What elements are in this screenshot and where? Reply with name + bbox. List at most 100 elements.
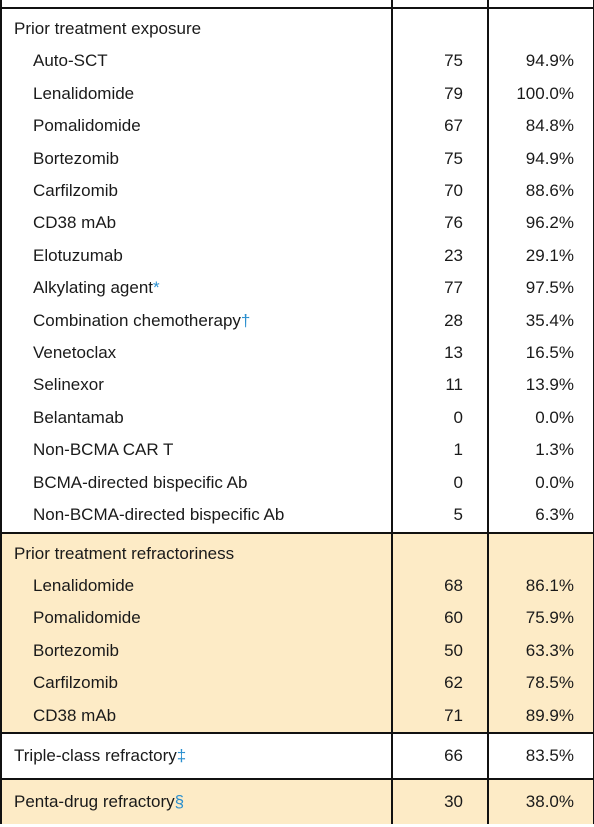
count-cell-text: 68 <box>444 575 463 595</box>
count-cell-text: 13 <box>444 343 463 363</box>
count-cell: 76 <box>391 207 489 240</box>
percent-cell-text: 89.9% <box>525 705 574 725</box>
table-row: Alkylating agent* 77 97.5% <box>0 272 594 305</box>
count-cell: 75 <box>391 142 489 176</box>
table-row: Non-BCMA CAR T 1 1.3% <box>0 434 594 467</box>
percent-cell-text: 83.5% <box>525 745 574 765</box>
count-cell: 75 <box>391 45 489 78</box>
table-row: Pomalidomide 60 75.9% <box>0 602 594 635</box>
row-label: Non-BCMA CAR T <box>0 434 393 467</box>
row-label-text: BCMA-directed bispecific Ab <box>33 472 248 492</box>
row-label-text: Penta-drug refractory <box>14 791 175 811</box>
empty-cell <box>391 531 489 570</box>
table-row: Penta-drug refractory§ 30 38.0% <box>0 777 594 824</box>
percent-cell: 29.1% <box>487 239 594 273</box>
row-label-text: Lenalidomide <box>33 83 135 103</box>
percent-cell-text: 97.5% <box>525 278 574 298</box>
count-cell-text: 5 <box>453 505 463 525</box>
count-cell-text: 66 <box>444 745 463 765</box>
percent-cell: 78.5% <box>487 667 594 700</box>
percent-cell: 35.4% <box>487 304 594 338</box>
row-label-text: Triple-class refractory <box>14 745 177 765</box>
row-label: Triple-class refractory‡ <box>0 731 393 780</box>
count-cell-text: 30 <box>444 791 463 811</box>
row-label-text: Non-BCMA-directed bispecific Ab <box>33 505 285 525</box>
table-row: Selinexor 11 13.9% <box>0 369 594 402</box>
percent-cell-text: 0.0% <box>535 472 574 492</box>
count-cell: 71 <box>391 699 489 734</box>
count-cell: 66 <box>391 731 489 780</box>
count-cell: 70 <box>391 175 489 208</box>
count-cell-text: 75 <box>444 51 463 71</box>
count-cell-text: 60 <box>444 608 463 628</box>
percent-cell: 13.9% <box>487 369 594 402</box>
percent-cell: 0.0% <box>487 401 594 435</box>
percent-cell-text: 88.6% <box>525 181 574 201</box>
percent-cell-text: 13.9% <box>525 375 574 395</box>
percent-cell-text: 100.0% <box>516 83 574 103</box>
count-cell-text: 67 <box>444 116 463 136</box>
row-label: Alkylating agent* <box>0 272 393 305</box>
count-cell: 0 <box>391 401 489 435</box>
percent-cell-text: 84.8% <box>525 116 574 136</box>
count-cell: 62 <box>391 667 489 700</box>
row-label-text: Pomalidomide <box>33 116 141 136</box>
count-cell-text: 75 <box>444 148 463 168</box>
row-label: Elotuzumab <box>0 239 393 273</box>
percent-cell: 6.3% <box>487 499 594 534</box>
percent-cell-text: 75.9% <box>525 608 574 628</box>
row-label: Auto-SCT <box>0 45 393 78</box>
percent-cell-text: 29.1% <box>525 245 574 265</box>
percent-cell: 88.6% <box>487 175 594 208</box>
table-row: Combination chemotherapy† 28 35.4% <box>0 304 594 338</box>
row-label: Penta-drug refractory§ <box>0 777 393 824</box>
count-cell: 79 <box>391 77 489 111</box>
count-cell-text: 1 <box>453 440 463 460</box>
row-label: Selinexor <box>0 369 393 402</box>
row-label: Pomalidomide <box>0 110 393 143</box>
count-cell: 0 <box>391 466 489 500</box>
row-label: Pomalidomide <box>0 602 393 635</box>
row-label-text: Combination chemotherapy <box>33 310 241 330</box>
percent-cell-text: 35.4% <box>525 310 574 330</box>
table-row: Bortezomib 75 94.9% <box>0 142 594 176</box>
table-row: Elotuzumab 23 29.1% <box>0 239 594 273</box>
percent-cell: 86.1% <box>487 569 594 603</box>
row-label-text: CD38 mAb <box>33 705 117 725</box>
percent-cell: 100.0% <box>487 77 594 111</box>
section-title-text: Prior treatment refractoriness <box>14 543 235 563</box>
count-cell: 11 <box>391 369 489 402</box>
count-cell-text: 23 <box>444 245 463 265</box>
row-label-text: Carfilzomib <box>33 673 119 693</box>
percent-cell: 75.9% <box>487 602 594 635</box>
percent-cell-text: 78.5% <box>525 673 574 693</box>
percent-cell: 1.3% <box>487 434 594 467</box>
empty-cell <box>487 6 594 46</box>
count-cell-text: 11 <box>445 375 463 395</box>
row-label-text: Venetoclax <box>33 343 117 363</box>
footnote-mark: ‡ <box>176 745 187 765</box>
row-label-text: Non-BCMA CAR T <box>33 440 174 460</box>
count-cell-text: 76 <box>444 213 463 233</box>
count-cell: 5 <box>391 499 489 534</box>
percent-cell: 0.0% <box>487 466 594 500</box>
percent-cell-text: 38.0% <box>525 791 574 811</box>
table-row: CD38 mAb 76 96.2% <box>0 207 594 240</box>
percent-cell-text: 1.3% <box>535 440 574 460</box>
table-row: Triple-class refractory‡ 66 83.5% <box>0 731 594 780</box>
percent-cell: 94.9% <box>487 142 594 176</box>
table-header-continuation <box>0 0 594 8</box>
count-cell-text: 71 <box>444 705 463 725</box>
footnote-mark: § <box>174 791 185 811</box>
row-label: Bortezomib <box>0 634 393 668</box>
percent-cell-text: 96.2% <box>525 213 574 233</box>
percent-cell: 96.2% <box>487 207 594 240</box>
table-row: Lenalidomide 68 86.1% <box>0 569 594 603</box>
percent-cell: 83.5% <box>487 731 594 780</box>
count-cell: 30 <box>391 777 489 824</box>
row-label-text: Carfilzomib <box>33 181 119 201</box>
count-cell: 67 <box>391 110 489 143</box>
table-row: Carfilzomib 62 78.5% <box>0 667 594 700</box>
table-row: Prior treatment exposure <box>0 6 594 46</box>
